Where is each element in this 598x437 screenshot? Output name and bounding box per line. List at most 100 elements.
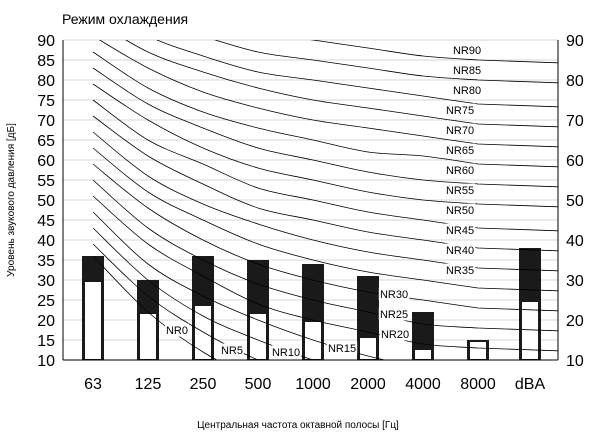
y-tick-label-right: 10 <box>566 353 584 370</box>
x-tick-label: dBA <box>515 376 546 393</box>
nr-curve-nr15 <box>92 211 387 360</box>
nr-curve-nr25 <box>92 179 558 332</box>
x-tick-label: 125 <box>135 376 162 393</box>
bar-light-125 <box>140 314 156 359</box>
bar-light-250 <box>195 306 211 359</box>
nr-label-nr25: NR25 <box>380 309 408 321</box>
nr-label-bg <box>326 341 358 355</box>
nr-curve-nr80 <box>156 40 558 108</box>
nr-curve-nr40 <box>92 131 558 272</box>
y-tick-label-left: 15 <box>37 333 55 350</box>
nr-label-nr80: NR80 <box>453 85 481 97</box>
nr-label-nr10: NR10 <box>272 347 300 359</box>
nr-label-nr50: NR50 <box>446 205 474 217</box>
x-tick-label: 8000 <box>460 376 496 393</box>
y-tick-label-right: 40 <box>566 233 584 250</box>
y-tick-label-left: 55 <box>37 173 55 190</box>
nr-label-bg <box>378 287 410 301</box>
nr-label-bg <box>444 223 476 237</box>
nr-label-nr30: NR30 <box>380 289 408 301</box>
y-tick-label-right: 80 <box>566 73 584 90</box>
y-tick-label-left: 45 <box>37 213 55 230</box>
nr-curve-nr60 <box>92 67 558 188</box>
nr-label-bg <box>444 163 476 177</box>
x-tick-labels: 63 125 250 500 1000 2000 4000 8000 dBA <box>84 376 545 393</box>
nr-label-nr65: NR65 <box>446 145 474 157</box>
x-tick-label: 500 <box>245 376 272 393</box>
bar-light-1000 <box>305 322 321 359</box>
bar-light-63 <box>85 282 101 359</box>
bar-light-2000 <box>360 338 376 359</box>
nr-label-nr5: NR5 <box>221 345 243 357</box>
y-tick-label-left: 85 <box>37 53 55 70</box>
y-tick-label-right: 70 <box>566 113 584 130</box>
nr-label-nr20: NR20 <box>381 329 409 341</box>
nr-label-bg <box>444 203 476 217</box>
nr-label-nr15: NR15 <box>328 343 356 355</box>
y-tick-label-right: 30 <box>566 273 584 290</box>
y-tick-label-left: 60 <box>37 153 55 170</box>
nr-curve-lines <box>92 40 558 360</box>
chart-title: Режим охлаждения <box>62 11 188 27</box>
nr-curves: NR0 NR5 NR10 NR15 NR20 NR25 NR30 NR35 NR40 NR45 NR… <box>92 40 558 360</box>
y-tick-label-right: 50 <box>566 193 584 210</box>
nr-label-bg <box>444 123 476 137</box>
x-tick-label: 4000 <box>405 376 441 393</box>
nr-label-bg <box>270 345 302 359</box>
nr-label-bg <box>378 307 410 321</box>
x-tick-label: 2000 <box>350 376 386 393</box>
x-tick-label: 250 <box>190 376 217 393</box>
nr-curve-nr65 <box>92 51 558 168</box>
nr-label-bg <box>165 323 189 337</box>
nr-label-nr70: NR70 <box>446 125 474 137</box>
nr-curve-nr55 <box>92 83 558 208</box>
nr-label-nr35: NR35 <box>446 265 474 277</box>
y-tick-label-left: 90 <box>37 33 55 50</box>
x-axis-label: Центральная частота октавной полосы [Гц] <box>197 420 399 431</box>
y-tick-label-left: 20 <box>37 313 55 330</box>
nr-curve-nr5 <box>92 243 260 360</box>
bar-light-4000 <box>415 350 431 359</box>
bar-light-500 <box>250 314 266 359</box>
nr-label-bg <box>444 263 476 277</box>
y-tick-label-left: 30 <box>37 273 55 290</box>
axes <box>62 40 559 361</box>
y-tick-labels-right: 10 20 30 40 50 60 70 80 90 <box>566 33 584 370</box>
nr-label-nr55: NR55 <box>446 185 474 197</box>
bar-light-8000 <box>470 342 486 359</box>
nr-label-bg <box>220 343 244 357</box>
nr-curve-nr10 <box>92 227 315 360</box>
x-tick-label: 1000 <box>295 376 331 393</box>
y-tick-label-right: 90 <box>566 33 584 50</box>
nr-label-bg <box>379 327 411 341</box>
nr-curve-nr0 <box>92 255 218 360</box>
y-tick-label-left: 75 <box>37 93 55 110</box>
nr-curve-nr20 <box>92 195 558 352</box>
bar-dark-4000 <box>412 312 434 360</box>
bar-light-dBA <box>522 302 538 359</box>
nr-label-nr0: NR0 <box>166 325 188 337</box>
y-axis-label: Уровень звукового давления [дБ] <box>6 123 17 277</box>
nr-label-bg <box>444 243 476 257</box>
nr-curve-nr30 <box>92 163 558 312</box>
y-tick-label-left: 65 <box>37 133 55 150</box>
nr-curve-nr70 <box>98 40 558 148</box>
nr-label-nr60: NR60 <box>446 165 474 177</box>
nr-label-bg <box>444 103 476 117</box>
nr-label-nr45: NR45 <box>446 225 474 237</box>
nr-label-bg <box>451 63 483 77</box>
y-tick-label-left: 40 <box>37 233 55 250</box>
y-tick-labels-left: 10 15 20 25 30 35 40 45 50 55 60 65 70 75 80 85 90 <box>37 33 55 370</box>
y-tick-label-left: 70 <box>37 113 55 130</box>
nr-label-bg <box>451 83 483 97</box>
y-tick-label-left: 35 <box>37 253 55 270</box>
y-tick-label-left: 50 <box>37 193 55 210</box>
nr-curve-nr35 <box>92 147 558 292</box>
nr-label-bg <box>444 143 476 157</box>
nr-label-nr85: NR85 <box>453 65 481 77</box>
y-tick-label-right: 60 <box>566 153 584 170</box>
nr-curve-nr90 <box>310 40 558 64</box>
nr-label-bg <box>451 43 483 57</box>
nr-curve-nr75 <box>125 40 558 128</box>
